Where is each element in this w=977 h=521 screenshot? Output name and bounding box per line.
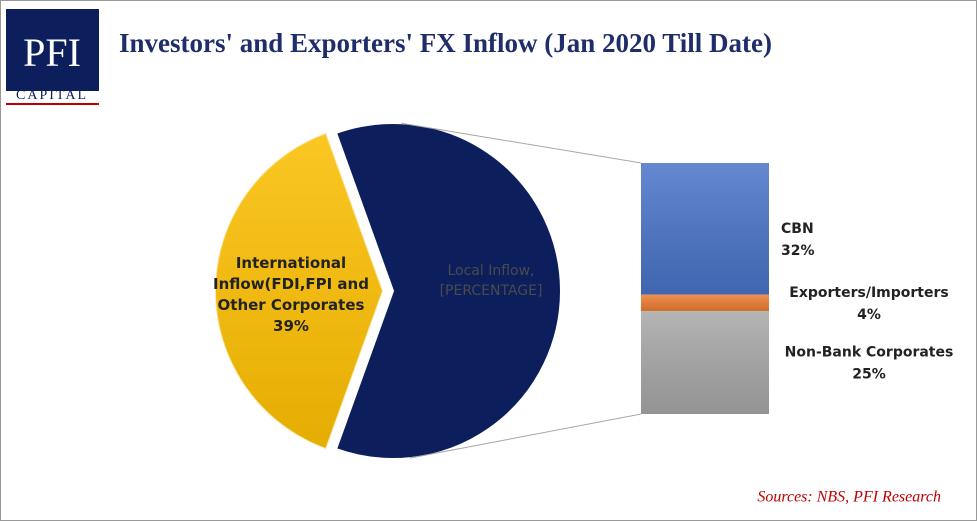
connector: [401, 122, 642, 164]
slice-label: Local Inflow,: [447, 263, 535, 279]
bar-shade: [641, 294, 769, 312]
segment-label: Non-Bank Corporates: [785, 345, 954, 361]
bar-shade: [641, 311, 769, 414]
pie-slice: [334, 122, 562, 460]
slice-value: [PERCENTAGE]: [439, 283, 543, 299]
segment-value: 25%: [852, 367, 886, 383]
segment-label: CBN: [781, 221, 814, 237]
segment-label: Exporters/Importers: [789, 285, 948, 301]
logo-name: PFI: [23, 30, 81, 75]
logo-box: [6, 9, 99, 91]
slice-label: International Inflow(FDI,FPI and Other C…: [213, 254, 369, 314]
segment-value: 4%: [857, 307, 881, 323]
chart-title: Investors' and Exporters' FX Inflow (Jan…: [119, 28, 772, 58]
slice-value: 39%: [273, 317, 309, 335]
segment-value: 32%: [781, 243, 815, 259]
source: Sources: NBS, PFI Research: [757, 489, 941, 506]
bar-shade: [641, 163, 769, 295]
logo-sub: CAPITAL: [16, 88, 88, 103]
pie-slice: [214, 131, 385, 451]
pie-slice-shade: [215, 132, 383, 450]
connector: [409, 413, 642, 459]
